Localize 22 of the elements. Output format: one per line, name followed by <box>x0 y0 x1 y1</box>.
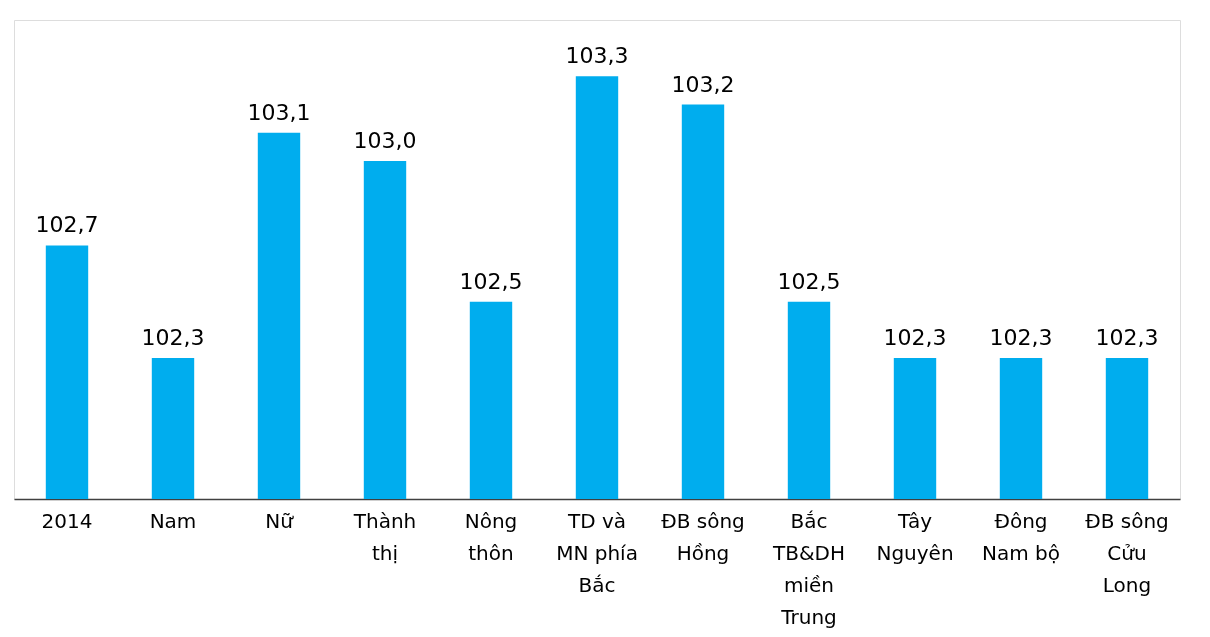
x-tick-label: 2014 <box>41 508 93 533</box>
x-tick-label: Nông thôn <box>464 508 518 565</box>
x-tick-label: Đông Nam bộ <box>982 508 1060 565</box>
data-label: 103,1 <box>247 99 311 125</box>
data-label: 102,7 <box>35 212 99 238</box>
x-tick-label: Thành thị <box>352 508 417 565</box>
data-label: 102,3 <box>883 325 947 351</box>
data-label: 102,3 <box>1095 325 1159 351</box>
x-tick-label: TD và MN phía Bắc <box>556 508 638 597</box>
x-tick-label: ĐB sông Cửu Long <box>1085 508 1169 597</box>
data-label: 102,5 <box>777 268 841 294</box>
data-label: 102,3 <box>141 325 205 351</box>
x-tick-label: Tây Nguyên <box>876 508 954 565</box>
data-label: 102,3 <box>989 325 1053 351</box>
x-tick-label: Nữ <box>265 508 295 533</box>
data-label: 103,2 <box>671 71 735 97</box>
x-tick-label: Nam <box>149 508 197 533</box>
data-label: 103,0 <box>353 127 417 153</box>
x-tick-label: Bắc TB&DH miền Trung <box>772 508 845 629</box>
x-tick-label: ĐB sông Hồng <box>661 508 745 565</box>
data-label: 102,5 <box>459 268 523 294</box>
data-label: 103,3 <box>565 43 629 69</box>
